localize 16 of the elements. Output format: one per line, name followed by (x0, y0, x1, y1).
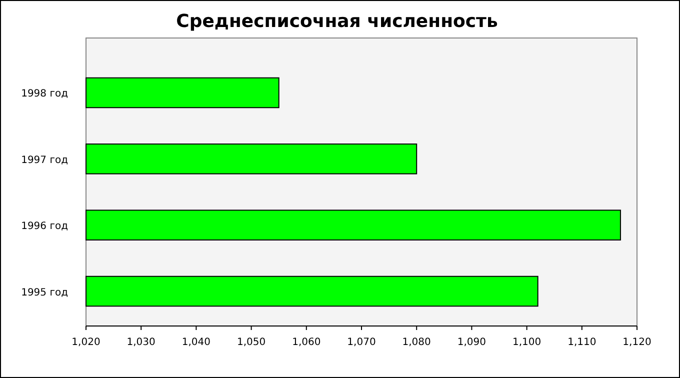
x-tick-label: 1,020 (72, 337, 100, 348)
x-tick-label: 1,070 (347, 337, 376, 348)
y-tick-label: 1996 год (21, 221, 68, 232)
y-tick-label: 1997 год (21, 154, 68, 166)
y-tick-label: 1998 год (21, 88, 68, 100)
x-tick-label: 1,030 (126, 337, 156, 348)
y-tick-label: 1995 год (21, 287, 68, 298)
x-tick-label: 1,050 (236, 337, 266, 348)
x-tick-label: 1,080 (402, 337, 431, 348)
x-tick-label: 1,110 (568, 337, 596, 348)
chart-title: Среднесписочная численность (176, 11, 498, 32)
x-tick-label: 1,120 (622, 337, 652, 348)
x-tick-label: 1,040 (182, 337, 211, 348)
x-tick-label: 1,090 (457, 337, 486, 348)
x-tick-label: 1,100 (512, 337, 542, 348)
x-tick-label: 1,060 (292, 337, 321, 348)
